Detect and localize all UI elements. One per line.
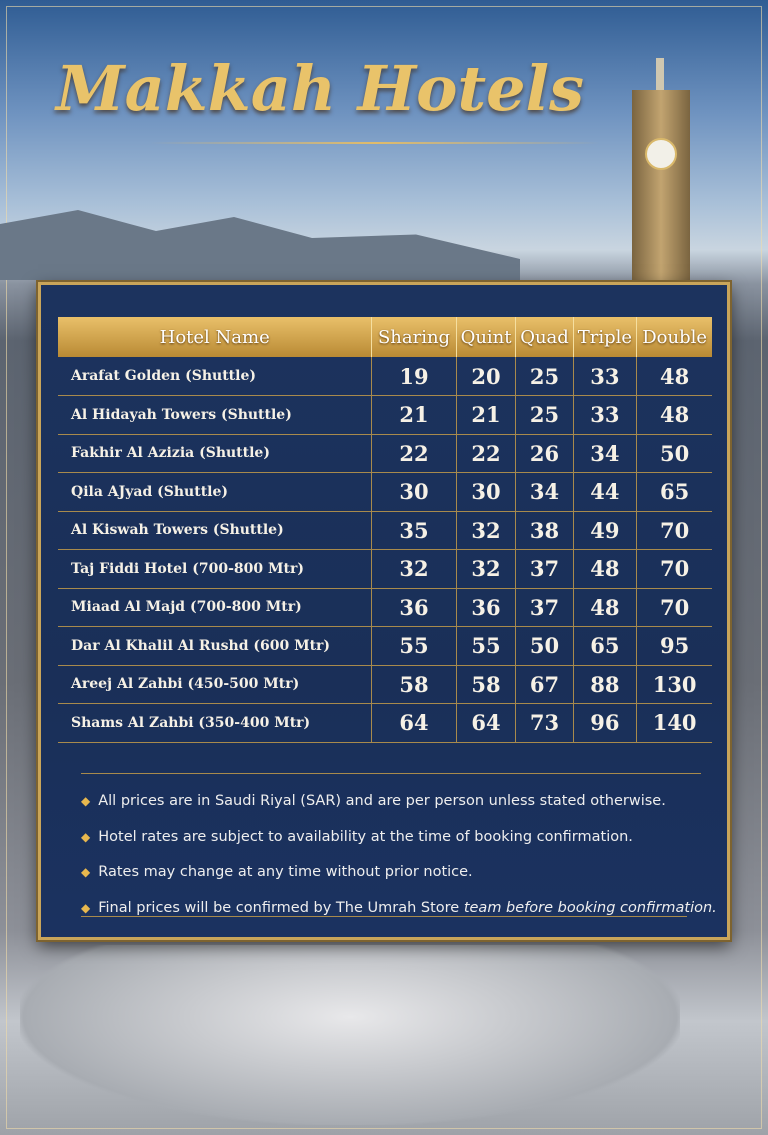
note-item: ◆ Final prices will be confirmed by The U… bbox=[81, 899, 717, 916]
table-row: Arafat Golden (Shuttle) 19 20 25 33 48 bbox=[58, 357, 712, 396]
price-cell: 26 bbox=[515, 434, 574, 473]
price-cell: 70 bbox=[636, 549, 712, 589]
table-row: Al Kiswah Towers (Shuttle) 35 32 38 49 70 bbox=[58, 511, 712, 550]
price-cell: 70 bbox=[636, 588, 712, 627]
border-frame bbox=[6, 6, 762, 1129]
diamond-bullet-icon: ◆ bbox=[81, 829, 91, 844]
column-header: Triple bbox=[573, 317, 638, 357]
column-header: Double bbox=[636, 317, 712, 357]
table-row: Areej Al Zahbi (450-500 Mtr) 58 58 67 88 130 bbox=[58, 665, 712, 704]
price-table: Hotel Name Sharing Quint Quad Triple Double A… bbox=[58, 317, 712, 743]
price-cell: 30 bbox=[456, 472, 517, 512]
note-item: ◆ Rates may change at any time without pr… bbox=[81, 864, 473, 880]
price-cell: 96 bbox=[573, 703, 638, 743]
price-cell: 22 bbox=[456, 434, 517, 473]
price-cell: 49 bbox=[573, 511, 638, 550]
table-row: Fakhir Al Azizia (Shuttle) 22 22 26 34 50 bbox=[58, 434, 712, 473]
hotel-name: Dar Al Khalil Al Rushd (600 Mtr) bbox=[58, 626, 373, 666]
price-cell: 36 bbox=[371, 588, 457, 627]
hotel-name: Arafat Golden (Shuttle) bbox=[58, 357, 373, 396]
price-cell: 64 bbox=[456, 703, 517, 743]
price-cell: 38 bbox=[515, 511, 574, 550]
table-row: Miaad Al Majd (700-800 Mtr) 36 36 37 48 70 bbox=[58, 588, 712, 627]
column-header: Hotel Name bbox=[58, 317, 373, 357]
diamond-bullet-icon: ◆ bbox=[81, 794, 91, 808]
table-row: Al Hidayah Towers (Shuttle) 21 21 25 33 48 bbox=[58, 395, 712, 435]
price-cell: 48 bbox=[636, 357, 712, 396]
price-cell: 70 bbox=[636, 511, 712, 550]
price-cell: 36 bbox=[456, 588, 517, 627]
price-cell: 32 bbox=[456, 549, 517, 589]
table-row: Shams Al Zahbi (350-400 Mtr) 64 64 73 96 140 bbox=[58, 703, 712, 743]
price-cell: 48 bbox=[573, 549, 638, 589]
hotel-name: Fakhir Al Azizia (Shuttle) bbox=[58, 434, 373, 473]
price-cell: 34 bbox=[573, 434, 638, 473]
table-row: Taj Fiddi Hotel (700-800 Mtr) 32 32 37 48 70 bbox=[58, 549, 712, 589]
price-cell: 67 bbox=[515, 665, 574, 704]
hotel-name: Shams Al Zahbi (350-400 Mtr) bbox=[58, 703, 373, 743]
note-item: ◆ Hotel rates are subject to availability… bbox=[81, 828, 633, 845]
divider bbox=[81, 916, 687, 917]
hotel-name: Al Kiswah Towers (Shuttle) bbox=[58, 511, 373, 550]
price-cell: 50 bbox=[515, 626, 574, 666]
price-cell: 30 bbox=[371, 472, 457, 512]
price-panel: Hotel Name Sharing Quint Quad Triple Double A… bbox=[38, 282, 730, 940]
price-cell: 21 bbox=[456, 395, 517, 435]
price-cell: 37 bbox=[515, 588, 574, 627]
price-cell: 33 bbox=[573, 395, 638, 435]
clock-icon bbox=[645, 138, 677, 170]
column-header: Quint bbox=[456, 317, 517, 357]
column-header: Sharing bbox=[371, 317, 457, 357]
price-cell: 58 bbox=[456, 665, 517, 704]
haram-crowd-image bbox=[20, 945, 680, 1125]
price-cell: 50 bbox=[636, 434, 712, 473]
page-title: Makkah Hotels bbox=[55, 52, 585, 125]
table-row: Dar Al Khalil Al Rushd (600 Mtr) 55 55 50 65… bbox=[58, 626, 712, 666]
price-cell: 65 bbox=[573, 626, 638, 666]
price-cell: 37 bbox=[515, 549, 574, 589]
hotel-name: Al Hidayah Towers (Shuttle) bbox=[58, 395, 373, 435]
price-cell: 25 bbox=[515, 395, 574, 435]
price-cell: 55 bbox=[456, 626, 517, 666]
price-cell: 20 bbox=[456, 357, 517, 396]
price-cell: 73 bbox=[515, 703, 574, 743]
note-item: ◆ All prices are in Saudi Riyal (SAR) and… bbox=[81, 793, 666, 809]
hotel-name: Miaad Al Majd (700-800 Mtr) bbox=[58, 588, 373, 627]
price-cell: 58 bbox=[371, 665, 457, 704]
price-cell: 33 bbox=[573, 357, 638, 396]
column-header: Quad bbox=[515, 317, 574, 357]
price-cell: 65 bbox=[636, 472, 712, 512]
diamond-bullet-icon: ◆ bbox=[81, 900, 91, 915]
price-cell: 140 bbox=[636, 703, 712, 743]
price-cell: 34 bbox=[515, 472, 574, 512]
hotel-name: Taj Fiddi Hotel (700-800 Mtr) bbox=[58, 549, 373, 589]
price-cell: 88 bbox=[573, 665, 638, 704]
price-cell: 48 bbox=[636, 395, 712, 435]
price-cell: 35 bbox=[371, 511, 457, 550]
diamond-bullet-icon: ◆ bbox=[81, 865, 91, 879]
price-cell: 19 bbox=[371, 357, 457, 396]
title-ornament bbox=[150, 142, 600, 144]
table-row: Qila AJyad (Shuttle) 30 30 34 44 65 bbox=[58, 472, 712, 512]
hotel-name: Areej Al Zahbi (450-500 Mtr) bbox=[58, 665, 373, 704]
price-cell: 48 bbox=[573, 588, 638, 627]
hotel-name: Qila AJyad (Shuttle) bbox=[58, 472, 373, 512]
price-cell: 95 bbox=[636, 626, 712, 666]
price-cell: 64 bbox=[371, 703, 457, 743]
price-cell: 32 bbox=[371, 549, 457, 589]
price-cell: 44 bbox=[573, 472, 638, 512]
tower-spire bbox=[656, 58, 664, 108]
price-cell: 55 bbox=[371, 626, 457, 666]
price-cell: 130 bbox=[636, 665, 712, 704]
notes-list: ◆ All prices are in Saudi Riyal (SAR) and… bbox=[81, 773, 717, 926]
price-cell: 21 bbox=[371, 395, 457, 435]
price-cell: 25 bbox=[515, 357, 574, 396]
clock-tower-image bbox=[632, 90, 690, 282]
price-cell: 32 bbox=[456, 511, 517, 550]
price-cell: 22 bbox=[371, 434, 457, 473]
